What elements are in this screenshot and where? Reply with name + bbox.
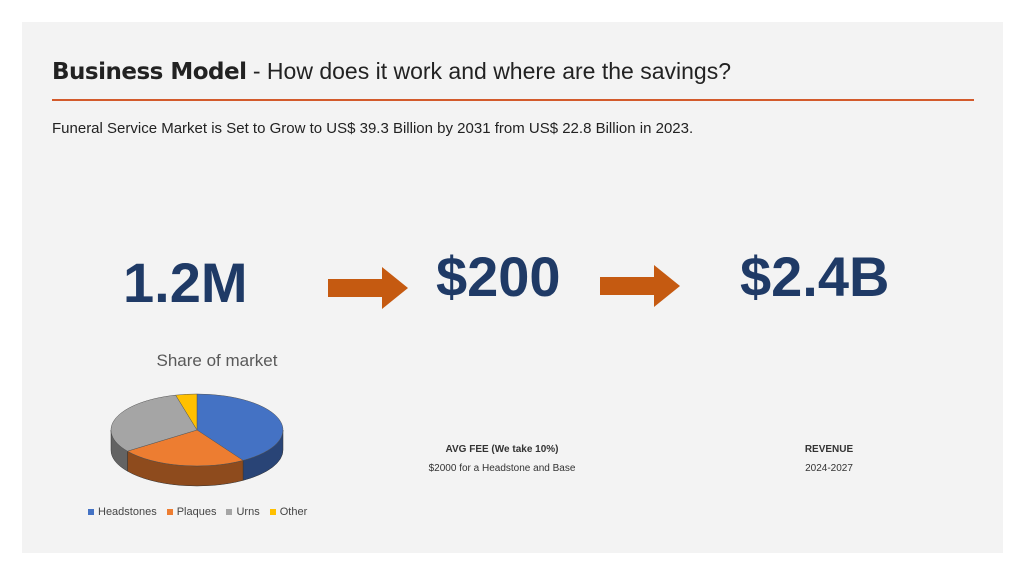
legend-label: Other [279,506,308,518]
revenue-caption-label: REVENUE [804,444,854,455]
chart-legend: Headstones Plaques Urns Other [88,506,317,518]
legend-swatch [88,509,94,516]
legend-label: Headstones [98,506,157,518]
legend-item-headstones: Headstones [88,506,157,518]
slide: Business Model - How does it work and wh… [22,22,1003,553]
legend-item-plaques: Plaques [166,506,217,518]
legend-item-urns: Urns [226,506,260,518]
title-bold: Business Model [52,59,247,85]
legend-swatch [269,509,276,516]
legend-swatch [166,509,173,516]
pie-chart [110,393,284,487]
legend-item-other: Other [269,506,308,518]
metric-volume: 1.2M [123,251,248,314]
pie-slice-headstones [196,393,284,461]
legend-label: Urns [236,506,260,518]
metric-fee: $200 [436,245,561,308]
pie-slice-plaques [126,429,244,467]
chart-title: Share of market [156,351,278,370]
title-divider [52,99,974,101]
right-arrow-icon [328,267,408,309]
metric-revenue: $2.4B [740,245,890,308]
legend-swatch [226,509,233,516]
legend-label: Plaques [176,506,217,518]
subtitle: Funeral Service Market is Set to Grow to… [52,120,694,137]
pie-slice-other [175,393,198,431]
right-arrow-icon [600,265,680,307]
pie-slice-urns [110,394,198,452]
revenue-caption-sub: 2024-2027 [805,463,853,474]
fee-caption-sub: $2000 for a Headstone and Base [428,463,576,474]
fee-caption-label: AVG FEE (We take 10%) [445,444,559,455]
slide-title: Business Model - How does it work and wh… [52,58,731,85]
title-rest: - How does it work and where are the sav… [246,58,732,84]
